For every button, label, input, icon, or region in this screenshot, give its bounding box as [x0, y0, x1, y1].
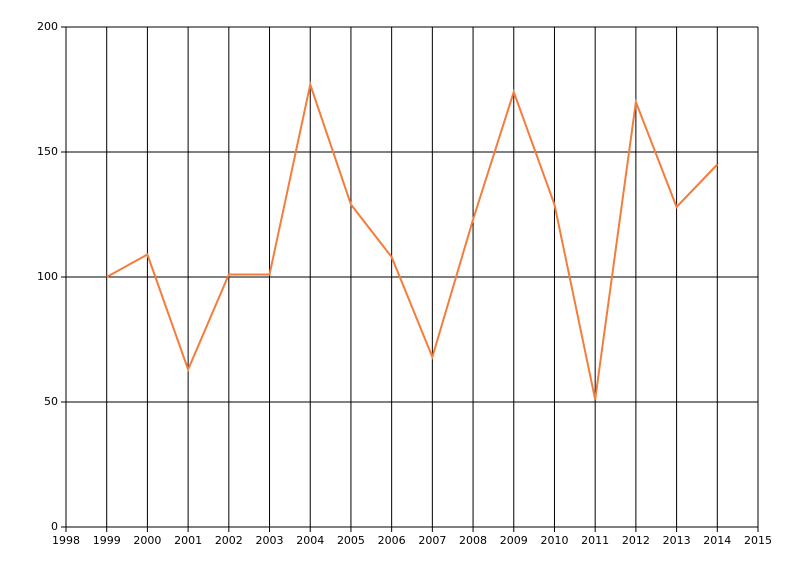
y-tick-label: 0	[51, 520, 58, 533]
x-tick-label: 2013	[663, 534, 691, 547]
x-tick-label: 2015	[744, 534, 772, 547]
x-tick-label: 2011	[581, 534, 609, 547]
x-tick-label: 2012	[622, 534, 650, 547]
x-tick-label: 2001	[174, 534, 202, 547]
x-tick-label: 2005	[337, 534, 365, 547]
x-tick-label: 2006	[378, 534, 406, 547]
x-tick-label: 2002	[215, 534, 243, 547]
y-tick-label: 50	[44, 395, 58, 408]
x-tick-label: 2008	[459, 534, 487, 547]
x-tick-label: 2003	[256, 534, 284, 547]
x-tick-label: 2010	[540, 534, 568, 547]
x-tick-label: 2004	[296, 534, 324, 547]
x-tick-label: 1998	[52, 534, 80, 547]
x-tick-label: 2009	[500, 534, 528, 547]
y-tick-label: 150	[37, 145, 58, 158]
y-tick-label: 100	[37, 270, 58, 283]
data-line	[106, 80, 719, 400]
x-tick-label: 1999	[93, 534, 121, 547]
x-tick-label: 2000	[133, 534, 161, 547]
x-tick-label: 2014	[703, 534, 731, 547]
x-tick-label: 2007	[418, 534, 446, 547]
y-tick-label: 200	[37, 20, 58, 33]
